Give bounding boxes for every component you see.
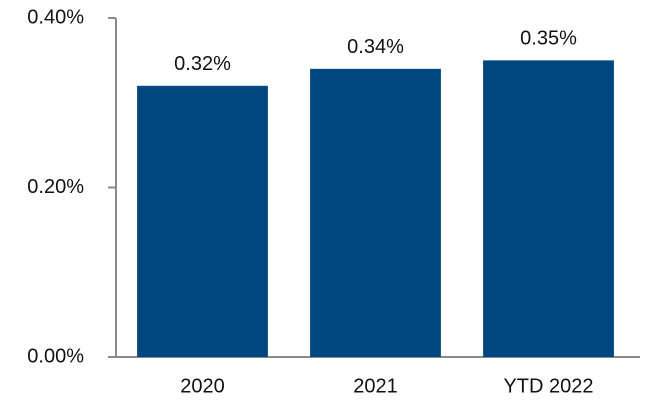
- value-label: 0.32%: [174, 53, 231, 75]
- bar: [310, 68, 441, 357]
- y-tick-label: 0.00%: [27, 345, 84, 367]
- y-tick-label: 0.20%: [27, 176, 84, 198]
- x-tick-label: 2021: [353, 375, 398, 397]
- value-label: 0.35%: [520, 28, 577, 50]
- bar: [483, 60, 614, 357]
- y-tick-label: 0.40%: [27, 6, 84, 28]
- x-tick-label: YTD 2022: [503, 375, 593, 397]
- x-tick-label: 2020: [180, 375, 225, 397]
- value-label: 0.34%: [347, 36, 404, 58]
- bar: [137, 85, 268, 358]
